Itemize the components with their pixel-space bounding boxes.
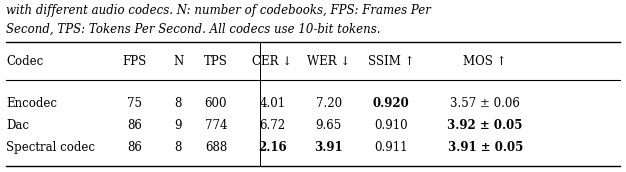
Text: 3.57 ± 0.06: 3.57 ± 0.06 bbox=[450, 97, 520, 110]
Text: Encodec: Encodec bbox=[6, 97, 57, 110]
Text: MOS ↑: MOS ↑ bbox=[463, 55, 507, 68]
Text: WER ↓: WER ↓ bbox=[307, 55, 351, 68]
Text: 9: 9 bbox=[175, 119, 182, 132]
Text: Dac: Dac bbox=[6, 119, 29, 132]
Text: 600: 600 bbox=[205, 97, 227, 110]
Text: 0.911: 0.911 bbox=[374, 141, 408, 154]
Text: 86: 86 bbox=[127, 119, 142, 132]
Text: 4.01: 4.01 bbox=[259, 97, 285, 110]
Text: FPS: FPS bbox=[123, 55, 146, 68]
Text: Spectral codec: Spectral codec bbox=[6, 141, 95, 154]
Text: SSIM ↑: SSIM ↑ bbox=[368, 55, 414, 68]
Text: 8: 8 bbox=[175, 97, 182, 110]
Text: TPS: TPS bbox=[204, 55, 228, 68]
Text: 774: 774 bbox=[205, 119, 227, 132]
Text: 2.16: 2.16 bbox=[258, 141, 287, 154]
Text: N: N bbox=[173, 55, 183, 68]
Text: Codec: Codec bbox=[6, 55, 44, 68]
Text: 0.920: 0.920 bbox=[373, 97, 409, 110]
Text: with different audio codecs. N: number of codebooks, FPS: Frames Per: with different audio codecs. N: number o… bbox=[6, 4, 431, 17]
Text: 7.20: 7.20 bbox=[316, 97, 342, 110]
Text: Second, TPS: Tokens Per Second. All codecs use 10-bit tokens.: Second, TPS: Tokens Per Second. All code… bbox=[6, 23, 381, 36]
Text: 0.910: 0.910 bbox=[374, 119, 408, 132]
Text: 8: 8 bbox=[175, 141, 182, 154]
Text: 688: 688 bbox=[205, 141, 227, 154]
Text: 6.72: 6.72 bbox=[259, 119, 285, 132]
Text: 75: 75 bbox=[127, 97, 142, 110]
Text: 3.91: 3.91 bbox=[314, 141, 343, 154]
Text: 3.92 ± 0.05: 3.92 ± 0.05 bbox=[448, 119, 523, 132]
Text: 3.91 ± 0.05: 3.91 ± 0.05 bbox=[448, 141, 523, 154]
Text: CER ↓: CER ↓ bbox=[252, 55, 292, 68]
Text: 9.65: 9.65 bbox=[316, 119, 342, 132]
Text: 86: 86 bbox=[127, 141, 142, 154]
